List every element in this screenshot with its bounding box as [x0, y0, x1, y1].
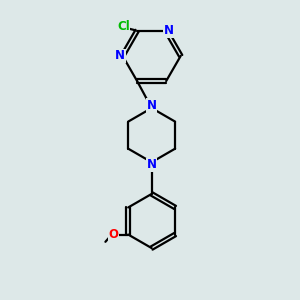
Text: N: N	[164, 24, 173, 37]
Text: N: N	[147, 99, 157, 112]
Text: N: N	[115, 50, 125, 62]
Text: O: O	[108, 228, 118, 241]
Text: Cl: Cl	[117, 20, 130, 33]
Text: N: N	[147, 158, 157, 171]
